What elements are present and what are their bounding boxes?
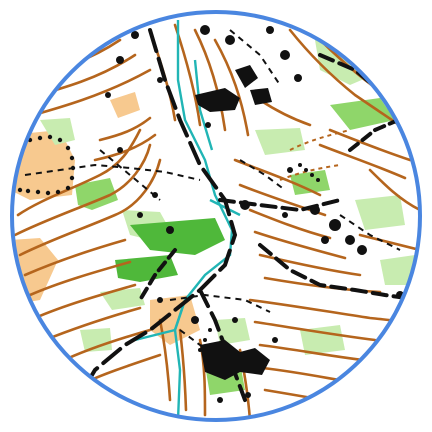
green-light-9 [80,328,112,352]
rock-features [105,25,404,403]
boulder [166,226,174,234]
form-lines [279,129,351,181]
cliff-top-1 [195,88,240,112]
dotted-boundary [17,134,320,352]
cliff-top-2 [235,65,258,88]
boulder [191,316,199,324]
boulder [245,392,251,398]
green-light-1 [40,118,75,145]
boulder [357,245,367,255]
boulder [116,56,124,64]
boulder [266,26,274,34]
green-dark-1 [130,218,225,255]
boulder [280,50,290,60]
green-mid-1 [75,178,118,210]
boulder [152,192,158,198]
boulder [217,397,223,403]
open-land-left [12,130,75,200]
map-frame-ring [10,10,422,422]
green-light-6 [355,195,405,230]
boulder [200,25,210,35]
boulder [117,147,123,153]
boulder [225,35,235,45]
boulder [294,74,302,82]
green-light-10 [300,325,345,355]
green-light-3 [100,288,145,310]
boulder [287,167,293,173]
boulder [205,122,211,128]
boulder [240,200,250,210]
boulder [157,77,163,83]
boulder [310,205,320,215]
boulder [345,235,355,245]
boulder [105,92,111,98]
boulder [157,297,163,303]
green-mid-2 [330,98,395,130]
tracks [78,28,420,402]
boulder [137,212,143,218]
boulder [232,317,238,323]
cliff-top-3 [250,88,272,105]
green-mid-3 [290,170,330,195]
boulder [321,236,329,244]
open-land-top [110,92,140,118]
boulder [329,219,341,231]
boulder [272,337,278,343]
boulder [282,212,288,218]
boulder [131,31,139,39]
cliff-bottom-1 [200,340,270,380]
